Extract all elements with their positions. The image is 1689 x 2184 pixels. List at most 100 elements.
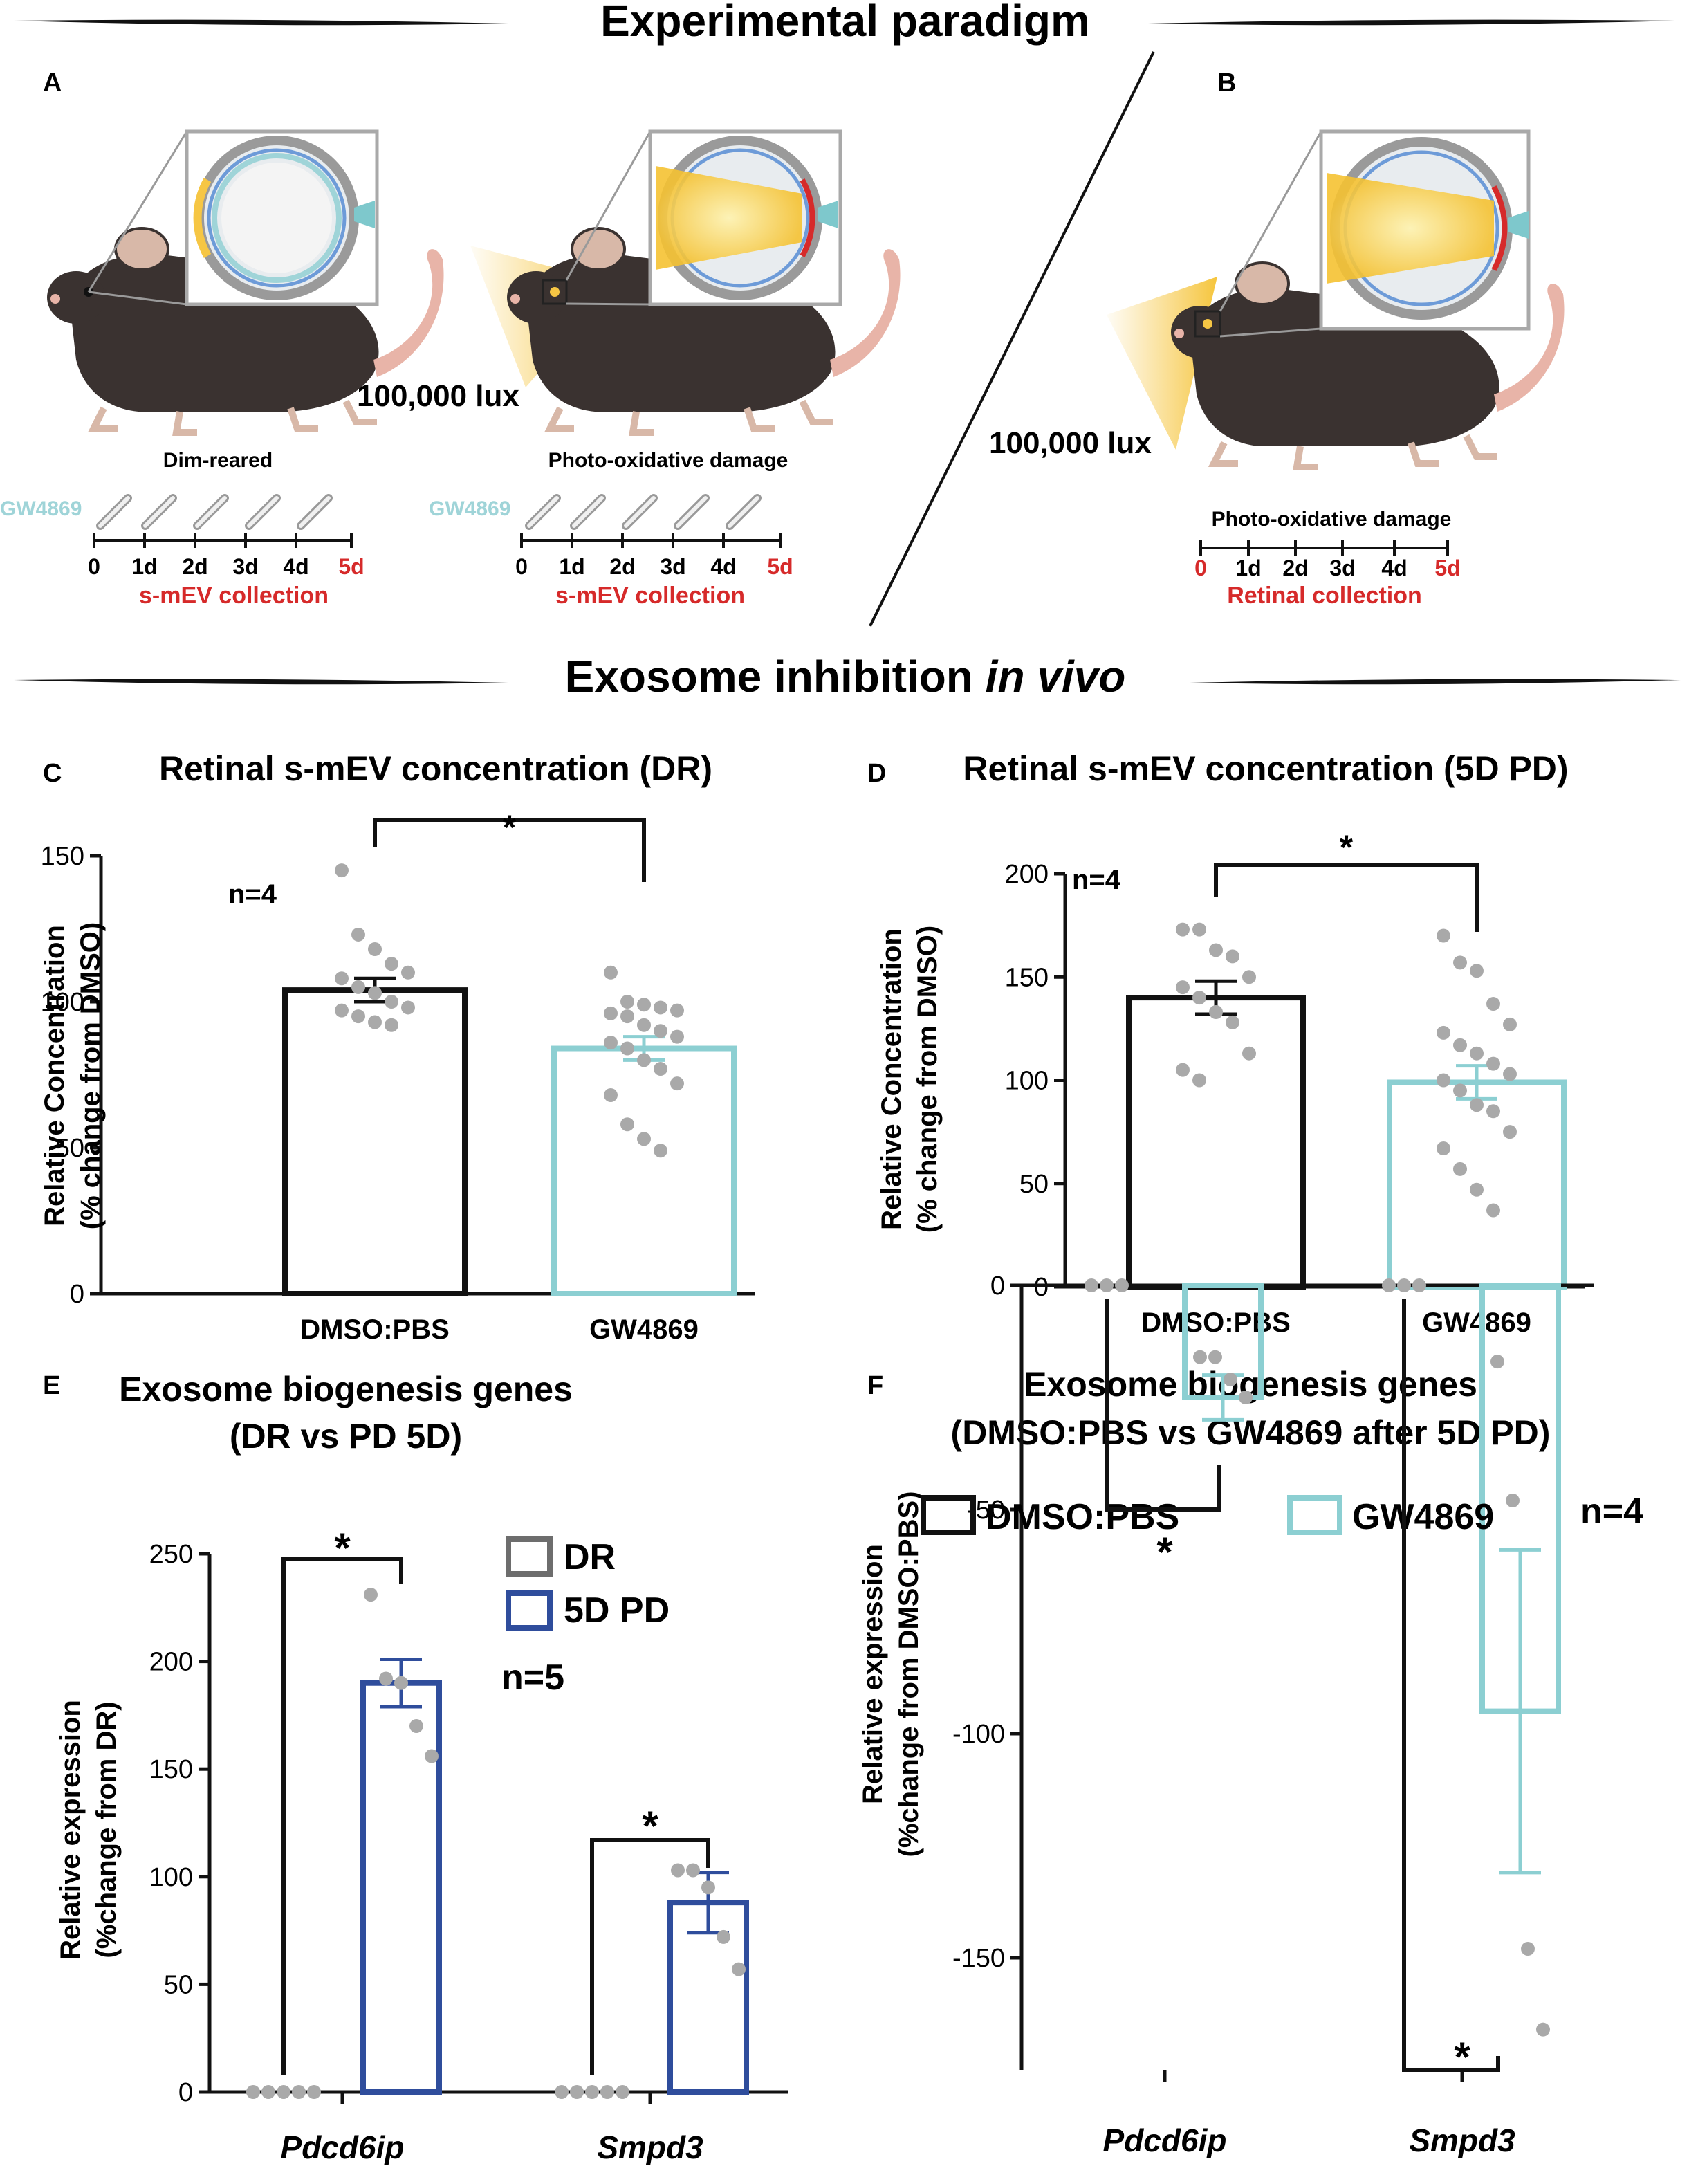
y-axis-label: (% change from DMSO) (912, 926, 943, 1233)
y-tick-label: -100 (952, 1720, 1005, 1749)
data-point (1437, 1073, 1450, 1088)
chart-subtitle: (DR vs PD 5D) (230, 1417, 462, 1456)
y-tick-label: 150 (41, 842, 84, 871)
data-point (1208, 1350, 1222, 1364)
data-point (620, 1117, 634, 1132)
category-label: GW4869 (589, 1314, 699, 1345)
data-point (686, 1863, 700, 1878)
day-label: 3d (1329, 556, 1355, 580)
legend-swatch (921, 1495, 976, 1535)
significance-star: * (1156, 1529, 1173, 1575)
y-tick-label: 0 (178, 2078, 193, 2107)
data-point (1486, 997, 1500, 1011)
timeline-dim-reared: Dim-reared GW4869 0 1d 2d 3d 4d 5d s-mEV… (0, 449, 364, 609)
category-label: Smpd3 (1409, 2122, 1515, 2158)
inhibition-title: Exosome inhibition in vivo (565, 652, 1126, 701)
drug-label-damage: GW4869 (429, 497, 510, 520)
significance-star: * (1340, 828, 1354, 867)
data-point (1437, 1025, 1450, 1040)
data-point (335, 863, 349, 878)
significance-star: * (642, 1803, 658, 1849)
legend-swatch (1287, 1495, 1342, 1535)
n-label: n=4 (228, 879, 277, 910)
data-point (368, 986, 382, 1000)
timeline-panel-b: Photo-oxidative damage 0 1d 2d 3d 4d 5d … (1194, 508, 1461, 609)
data-point (670, 1076, 684, 1091)
data-point (409, 1718, 423, 1733)
y-tick-label: 50 (55, 1134, 84, 1163)
eye-zoom-dim (87, 129, 379, 306)
chart-c: Retinal s-mEV concentration (DR) 0 50 100 15… (39, 749, 755, 1345)
y-tick-label: 200 (149, 1648, 193, 1677)
significance-star: * (334, 1525, 351, 1571)
data-point (1503, 1017, 1517, 1031)
data-point (600, 2085, 614, 2099)
day-label-final: 5d (767, 554, 793, 579)
data-point (351, 1009, 365, 1024)
data-point (555, 2085, 569, 2099)
data-point (1470, 1098, 1484, 1112)
panel-letter-a: A (43, 68, 62, 98)
data-point (385, 957, 398, 971)
collection-label-b: Retinal collection (1227, 582, 1422, 609)
drug-label-dim: GW4869 (0, 497, 82, 520)
data-point (1503, 1067, 1517, 1081)
data-point (604, 965, 618, 980)
day-label: 1d (131, 554, 157, 579)
data-point (1226, 949, 1239, 964)
data-point (401, 1000, 415, 1015)
legend-swatch (506, 1536, 553, 1577)
data-point (379, 1671, 393, 1686)
data-point (1100, 1278, 1114, 1292)
day-label: 4d (1381, 556, 1407, 580)
data-point (585, 2085, 599, 2099)
category-label: Pdcd6ip (1103, 2122, 1227, 2158)
data-point (1209, 1004, 1223, 1019)
data-point (1536, 2022, 1550, 2037)
bar (360, 1680, 442, 2095)
chart-title: Retinal s-mEV concentration (DR) (159, 749, 712, 788)
y-tick-label: 50 (164, 1970, 193, 1999)
significance-star: * (1454, 2034, 1470, 2080)
inhibition-title-italic: in vivo (986, 652, 1126, 701)
data-point (1115, 1278, 1129, 1292)
legend-swatch (506, 1590, 553, 1631)
day-label: 1d (559, 554, 584, 579)
bar (1126, 995, 1306, 1290)
panel-letter-d: D (867, 759, 886, 788)
day-label-final: 5d (1434, 556, 1460, 580)
panel-letter-b: B (1217, 68, 1236, 98)
data-point (637, 1053, 651, 1067)
panel-letter-f: F (867, 1371, 883, 1400)
paradigm-title: Experimental paradigm (600, 0, 1090, 46)
data-point (1412, 1278, 1426, 1292)
y-tick-label: 100 (41, 988, 84, 1017)
category-label: Pdcd6ip (281, 2129, 405, 2165)
n-label: n=4 (1072, 865, 1121, 895)
data-point (292, 2085, 306, 2099)
data-point (364, 1588, 378, 1602)
y-tick-label: 0 (1034, 1273, 1049, 1302)
category-label: DMSO:PBS (1141, 1307, 1291, 1338)
significance-star: * (503, 808, 517, 847)
day-label-start: 0 (1194, 556, 1207, 580)
data-point (1506, 1494, 1520, 1508)
chart-title: Exosome biogenesis genes (119, 1370, 573, 1408)
data-point (604, 1036, 618, 1050)
data-point (1176, 980, 1190, 995)
data-point (732, 1962, 746, 1976)
data-point (604, 1006, 618, 1020)
data-point (570, 2085, 584, 2099)
timeline-title-dim: Dim-reared (163, 449, 273, 472)
data-point (1242, 970, 1256, 984)
data-point (401, 965, 415, 980)
y-axis-label: (%change from DR) (91, 1701, 122, 1958)
data-point (604, 1088, 618, 1103)
data-point (1470, 1182, 1484, 1197)
significance-bracket (590, 1838, 710, 2075)
timeline-title-b: Photo-oxidative damage (1212, 508, 1452, 531)
data-point (654, 1144, 667, 1158)
data-point (1437, 1141, 1450, 1156)
paradigm-header: Experimental paradigm (14, 0, 1681, 46)
